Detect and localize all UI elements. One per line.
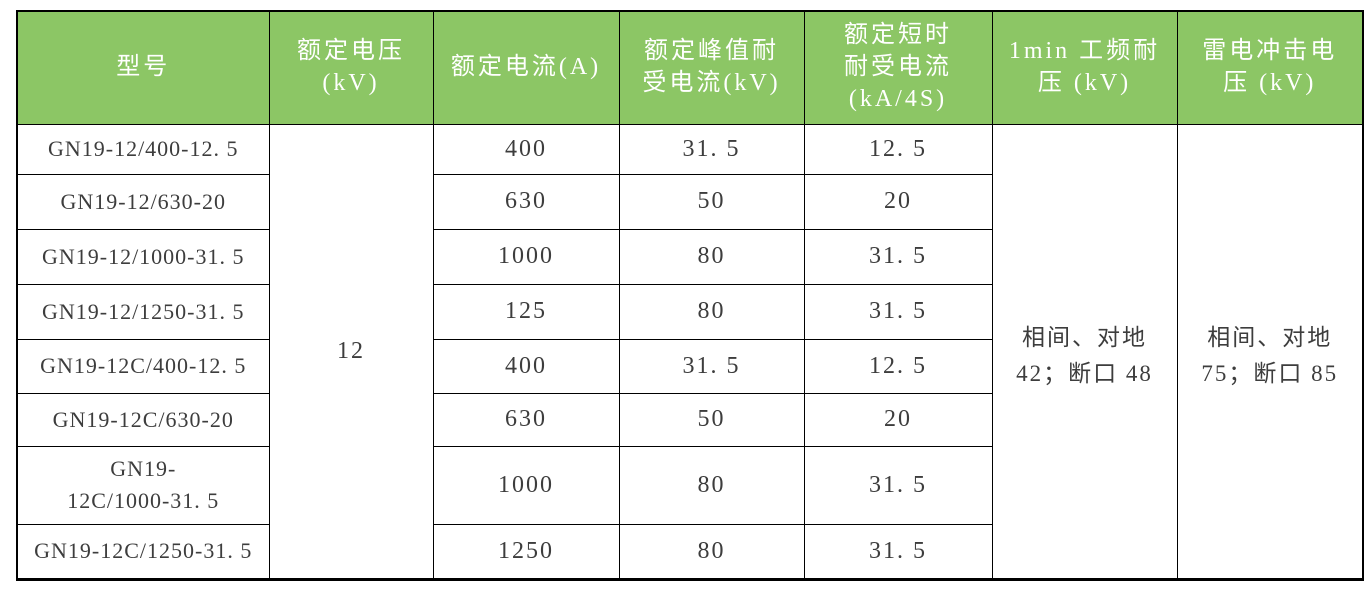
current-cell: 630	[432, 392, 620, 447]
model-cell: GN19-12C/400-12. 5	[16, 338, 270, 394]
short-time-cell: 12. 5	[803, 123, 993, 175]
peak-withstand-cell: 31. 5	[618, 338, 805, 394]
column-header-model: 型号	[16, 10, 270, 125]
column-header-rated-voltage: 额定电压 (kV)	[268, 10, 434, 125]
table-row: GN19-12/1250-31. 5 125 80 31. 5	[16, 283, 1363, 340]
table-row: GN19-12C/1250-31. 5 1250 80 31. 5	[16, 523, 1363, 580]
short-time-cell: 31. 5	[803, 228, 993, 285]
table-row: GN19- 12C/1000-31. 5 1000 80 31. 5	[16, 445, 1363, 525]
current-cell: 400	[432, 338, 620, 394]
current-cell: 1250	[432, 523, 620, 580]
model-cell: GN19-12C/630-20	[16, 392, 270, 447]
short-time-cell: 20	[803, 173, 993, 230]
peak-withstand-cell: 80	[618, 445, 805, 525]
rated-voltage-merged-cell: 12	[268, 123, 434, 580]
short-time-cell: 31. 5	[803, 523, 993, 580]
current-cell: 1000	[432, 445, 620, 525]
peak-withstand-cell: 80	[618, 283, 805, 340]
short-time-cell: 20	[803, 392, 993, 447]
peak-withstand-cell: 31. 5	[618, 123, 805, 175]
peak-withstand-cell: 50	[618, 392, 805, 447]
column-header-lightning: 雷电冲击电 压 (kV)	[1176, 10, 1364, 125]
peak-withstand-cell: 80	[618, 523, 805, 580]
table-row: GN19-12/400-12. 5 12 400 31. 5 12. 5 相间、…	[16, 123, 1364, 580]
short-time-cell: 31. 5	[803, 445, 993, 525]
model-cell: GN19-12/400-12. 5	[16, 123, 270, 175]
column-header-rated-current: 额定电流(A)	[432, 10, 620, 125]
short-time-cell: 12. 5	[803, 338, 993, 394]
table-row: GN19-12C/630-20 630 50 20	[16, 392, 1363, 447]
current-cell: 1000	[432, 228, 620, 285]
model-cell: GN19-12C/1250-31. 5	[16, 523, 270, 580]
column-header-short-time: 额定短时 耐受电流 (kA/4S)	[803, 10, 993, 125]
current-cell: 125	[432, 283, 620, 340]
lightning-merged-cell: 相间、对地 75；断口 85	[1176, 123, 1364, 580]
short-time-cell: 31. 5	[803, 283, 993, 340]
current-cell: 400	[432, 123, 620, 175]
model-cell: GN19-12/1000-31. 5	[16, 228, 270, 285]
header-row: 型号 额定电压 (kV) 额定电流(A) 额定峰值耐 受电流(kV) 额定短时 …	[16, 10, 1364, 125]
current-cell: 630	[432, 173, 620, 230]
table-row: GN19-12C/400-12. 5 400 31. 5 12. 5	[16, 338, 1363, 394]
column-header-power-freq: 1min 工频耐 压 (kV)	[991, 10, 1178, 125]
peak-withstand-cell: 80	[618, 228, 805, 285]
model-cell: GN19- 12C/1000-31. 5	[16, 445, 270, 525]
peak-withstand-cell: 50	[618, 173, 805, 230]
column-header-peak-withstand: 额定峰值耐 受电流(kV)	[618, 10, 805, 125]
model-cell: GN19-12/630-20	[16, 173, 270, 230]
power-freq-merged-cell: 相间、对地 42；断口 48	[991, 123, 1178, 580]
gn19-spec-table: 型号 额定电压 (kV) 额定电流(A) 额定峰值耐 受电流(kV) 额定短时 …	[16, 10, 1364, 581]
model-cell: GN19-12/1250-31. 5	[16, 283, 270, 340]
